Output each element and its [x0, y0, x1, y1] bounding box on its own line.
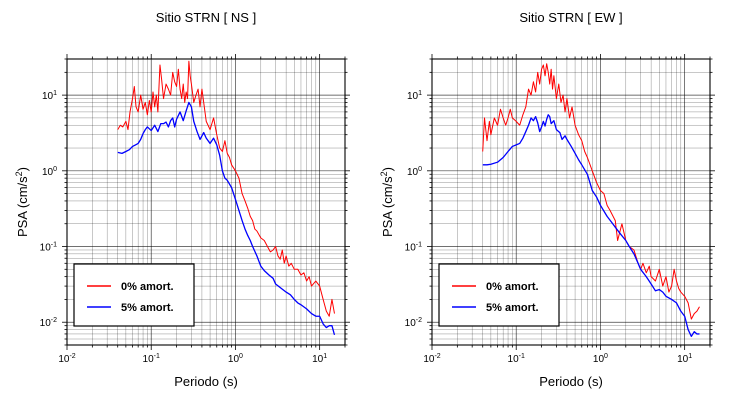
- y-tick-label: 10-1: [405, 242, 422, 254]
- chart-title: Sitio STRN [ NS ]: [156, 10, 256, 25]
- y-tick-label: 100: [42, 166, 57, 178]
- chart-title: Sitio STRN [ EW ]: [519, 10, 622, 25]
- y-tick-label: 101: [407, 90, 422, 102]
- x-tick-label: 10-2: [58, 353, 75, 365]
- x-tick-label: 10-1: [143, 353, 160, 365]
- plot-frame: [66, 58, 346, 346]
- x-axis-label: Periodo (s): [174, 374, 238, 389]
- legend-label: 5% amort.: [121, 302, 174, 314]
- x-tick-label: 10-2: [423, 353, 440, 365]
- y-tick-label: 10-1: [40, 242, 57, 254]
- y-axis-label: PSA (cm/s2): [379, 167, 395, 237]
- series-group: [482, 63, 700, 338]
- legend-label: 5% amort.: [486, 302, 539, 314]
- x-axis-label: Periodo (s): [539, 374, 603, 389]
- plot-frame: [431, 58, 711, 346]
- x-tick-label: 100: [593, 353, 608, 365]
- legend-box: [438, 263, 560, 327]
- legend-box: [73, 263, 195, 327]
- legend: 0% amort. 5% amort.: [438, 263, 560, 327]
- series-line-red: [482, 63, 700, 320]
- x-tick-label: 100: [228, 353, 243, 365]
- legend: 0% amort. 5% amort.: [73, 263, 195, 327]
- y-tick-label: 10-2: [40, 317, 57, 329]
- series-line-red: [117, 60, 335, 317]
- legend-label: 0% amort.: [486, 281, 539, 293]
- chart-ew: 10-2 10-1 100 101 10-2 10-1 100 101 Sitio STRN […: [379, 10, 715, 389]
- x-tick-label: 10-1: [508, 353, 525, 365]
- chart-ns: 10-2 10-1 100 101 10-2 10-1 100 101 Sitio STRN […: [14, 10, 350, 389]
- y-tick-label: 10-2: [405, 317, 422, 329]
- axis-ticks: [427, 54, 715, 350]
- y-tick-label: 101: [42, 90, 57, 102]
- axis-ticks: [62, 54, 350, 350]
- x-tick-label: 101: [677, 353, 692, 365]
- x-tick-label: 101: [312, 353, 327, 365]
- series-group: [117, 60, 336, 336]
- series-line-blue: [482, 114, 700, 338]
- legend-label: 0% amort.: [121, 281, 174, 293]
- series-line-blue: [117, 101, 336, 336]
- y-axis-label: PSA (cm/s2): [14, 167, 30, 237]
- y-tick-label: 100: [407, 166, 422, 178]
